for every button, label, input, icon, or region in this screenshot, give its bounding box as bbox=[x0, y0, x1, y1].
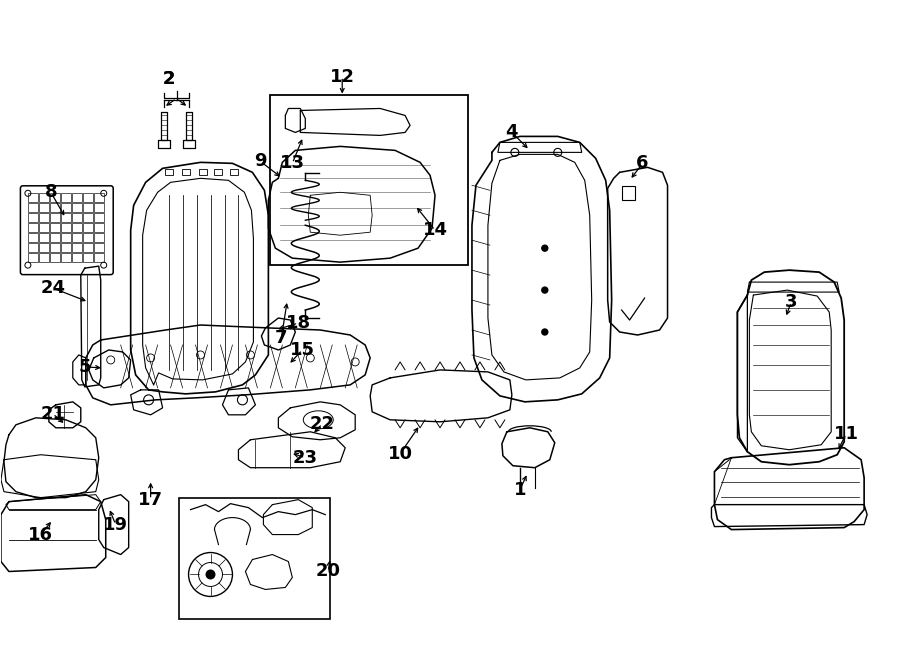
Bar bbox=[39, 214, 49, 222]
Circle shape bbox=[205, 570, 215, 580]
Bar bbox=[72, 193, 82, 202]
Bar bbox=[270, 95, 468, 265]
Bar bbox=[83, 233, 93, 242]
Bar bbox=[83, 253, 93, 262]
Bar bbox=[39, 233, 49, 242]
Text: 24: 24 bbox=[40, 279, 66, 297]
Bar bbox=[61, 204, 71, 212]
Text: 1: 1 bbox=[514, 481, 526, 498]
Bar bbox=[72, 214, 82, 222]
Bar bbox=[61, 253, 71, 262]
Text: 10: 10 bbox=[388, 445, 412, 463]
Bar bbox=[50, 214, 59, 222]
Bar bbox=[94, 243, 104, 252]
Bar bbox=[39, 193, 49, 202]
Bar bbox=[94, 193, 104, 202]
Bar bbox=[61, 233, 71, 242]
Circle shape bbox=[542, 287, 548, 293]
Bar bbox=[61, 243, 71, 252]
Text: 12: 12 bbox=[329, 67, 355, 85]
Text: 16: 16 bbox=[29, 525, 53, 543]
Bar bbox=[199, 169, 206, 175]
Bar bbox=[622, 186, 634, 200]
Text: 3: 3 bbox=[785, 293, 797, 311]
Bar bbox=[94, 223, 104, 232]
Bar bbox=[61, 214, 71, 222]
Bar bbox=[94, 204, 104, 212]
Bar bbox=[72, 204, 82, 212]
Text: 9: 9 bbox=[254, 152, 266, 171]
Bar bbox=[50, 243, 59, 252]
Text: 17: 17 bbox=[138, 490, 163, 509]
Text: 6: 6 bbox=[636, 155, 649, 173]
Circle shape bbox=[542, 329, 548, 335]
Bar bbox=[214, 169, 222, 175]
Bar bbox=[72, 253, 82, 262]
Text: 23: 23 bbox=[292, 449, 318, 467]
Text: 15: 15 bbox=[290, 341, 315, 359]
Bar bbox=[28, 223, 38, 232]
Bar bbox=[28, 204, 38, 212]
Bar bbox=[39, 243, 49, 252]
Text: 8: 8 bbox=[44, 183, 58, 202]
Text: 20: 20 bbox=[316, 563, 341, 580]
Bar bbox=[182, 169, 190, 175]
Bar bbox=[72, 223, 82, 232]
Bar bbox=[28, 253, 38, 262]
Bar bbox=[83, 243, 93, 252]
Bar bbox=[50, 223, 59, 232]
Bar bbox=[39, 223, 49, 232]
Bar bbox=[165, 169, 173, 175]
Bar bbox=[83, 204, 93, 212]
Bar bbox=[39, 253, 49, 262]
Bar bbox=[61, 193, 71, 202]
Text: 11: 11 bbox=[833, 425, 859, 443]
Text: 5: 5 bbox=[78, 358, 91, 376]
Bar bbox=[50, 193, 59, 202]
Bar bbox=[72, 233, 82, 242]
Bar bbox=[83, 214, 93, 222]
Text: 14: 14 bbox=[422, 221, 447, 239]
Text: 13: 13 bbox=[280, 155, 305, 173]
Circle shape bbox=[542, 245, 548, 251]
Bar bbox=[50, 253, 59, 262]
Text: 7: 7 bbox=[275, 329, 288, 347]
Bar bbox=[61, 223, 71, 232]
Bar bbox=[94, 214, 104, 222]
Bar bbox=[39, 204, 49, 212]
Text: 21: 21 bbox=[40, 405, 66, 423]
Bar bbox=[178, 498, 330, 619]
Text: 4: 4 bbox=[506, 124, 518, 141]
Bar bbox=[28, 243, 38, 252]
Bar bbox=[94, 233, 104, 242]
Bar bbox=[230, 169, 238, 175]
Bar bbox=[50, 204, 59, 212]
Bar bbox=[50, 233, 59, 242]
Bar bbox=[28, 214, 38, 222]
Text: 2: 2 bbox=[162, 69, 175, 87]
Text: 2: 2 bbox=[162, 69, 175, 87]
Bar bbox=[28, 193, 38, 202]
Bar bbox=[94, 253, 104, 262]
Text: 18: 18 bbox=[286, 314, 310, 332]
Bar bbox=[83, 223, 93, 232]
Text: 19: 19 bbox=[104, 516, 128, 533]
Bar bbox=[72, 243, 82, 252]
Bar bbox=[83, 193, 93, 202]
Bar bbox=[28, 233, 38, 242]
Text: 22: 22 bbox=[310, 415, 335, 433]
